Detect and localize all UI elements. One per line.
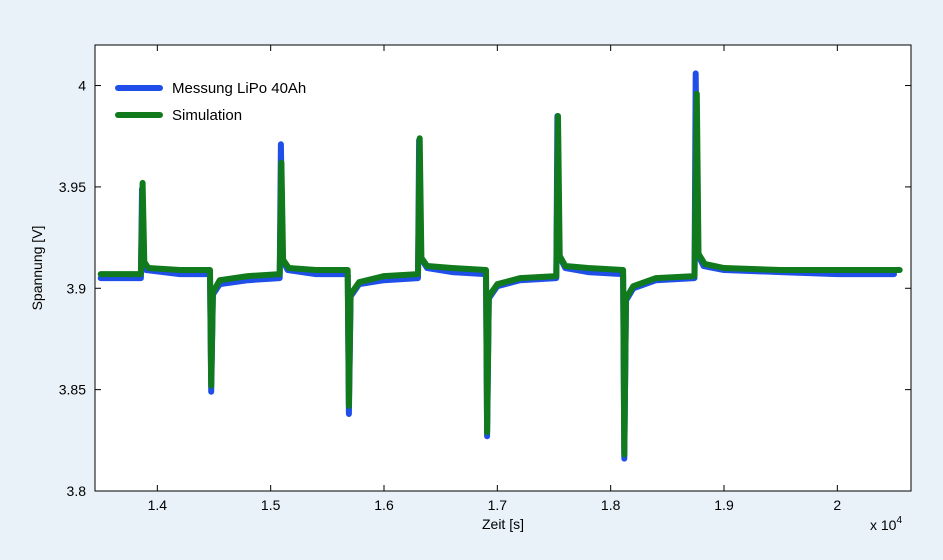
x-multiplier-base: x 10	[870, 517, 897, 533]
x-tick-label: 1.4	[148, 497, 168, 513]
tick-group: 1.4 1.5 1.6 1.7 1.8 1.9 2 3.8 3.85 3.9 3.95 4	[59, 45, 911, 513]
x-multiplier-exponent: 4	[896, 515, 902, 526]
x-tick-label: 1.6	[374, 497, 394, 513]
y-tick-label: 3.85	[59, 382, 86, 398]
y-tick-label: 4	[78, 78, 86, 94]
series-layer	[97, 70, 903, 462]
series-line-simulation	[97, 90, 903, 458]
y-tick-label: 3.95	[59, 179, 86, 195]
y-tick-label: 3.8	[67, 483, 87, 499]
legend-label: Messung LiPo 40Ah	[172, 80, 306, 97]
x-tick-label: 1.7	[488, 497, 508, 513]
x-tick-label: 1.8	[601, 497, 621, 513]
x-tick-label: 1.9	[714, 497, 734, 513]
y-tick-label: 3.9	[67, 280, 87, 296]
x-axis-label: Zeit [s]	[482, 516, 524, 532]
x-tick-label: 2	[833, 497, 841, 513]
x-multiplier-label: x 104	[870, 515, 902, 533]
legend: Messung LiPo 40Ah Simulation	[115, 80, 306, 124]
x-tick-label: 1.5	[261, 497, 281, 513]
y-axis-label: Spannung [V]	[29, 226, 45, 311]
legend-label: Simulation	[172, 107, 242, 124]
